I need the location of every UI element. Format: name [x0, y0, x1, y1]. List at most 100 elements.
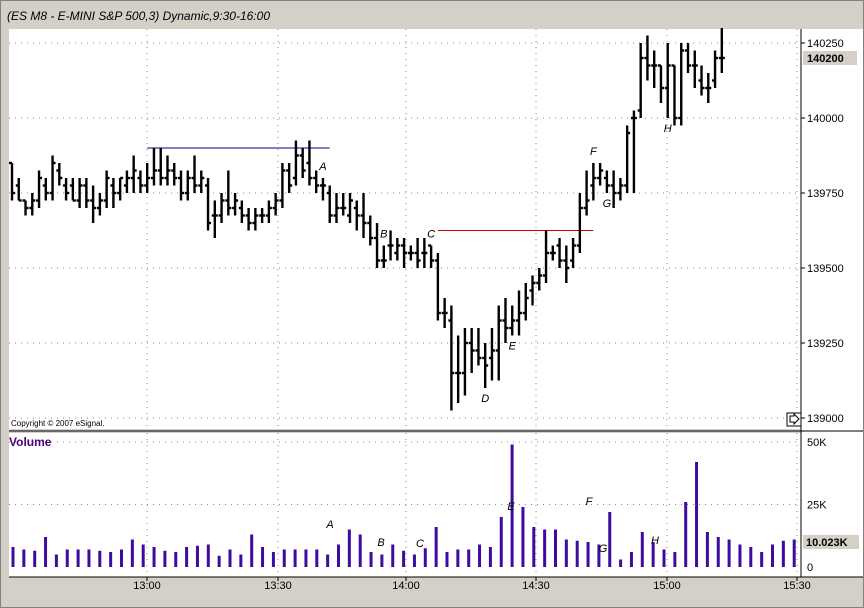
- ohlc-bar: [306, 140, 313, 186]
- point-label-G: G: [603, 198, 612, 210]
- volume-label-F: F: [586, 496, 594, 508]
- price-tick-label: 139250: [807, 338, 844, 350]
- ohlc-bar: [482, 343, 489, 388]
- axis-area: [801, 29, 863, 577]
- point-label-B: B: [380, 229, 387, 241]
- ohlc-bar: [191, 155, 198, 193]
- volume-label-B: B: [377, 537, 384, 549]
- time-tick-label: 13:30: [264, 580, 292, 592]
- ohlc-bar: [387, 230, 394, 261]
- ohlc-bar: [570, 238, 577, 268]
- time-tick-label: 15:00: [653, 580, 681, 592]
- chart-title: (ES M8 - E-MINI S&P 500,3) Dynamic,9:30-…: [7, 9, 270, 23]
- ohlc-bar: [434, 253, 441, 321]
- ohlc-bar: [367, 215, 374, 246]
- ohlc-bar: [15, 178, 22, 202]
- ohlc-bar: [428, 244, 435, 268]
- volume-panel: A B C E F G H: [11, 444, 796, 567]
- price-tick-label: 140000: [807, 113, 844, 125]
- ohlc-bar: [292, 140, 299, 186]
- ohlc-bar: [509, 305, 516, 336]
- ohlc-bar: [56, 163, 63, 186]
- volume-label-C: C: [416, 538, 424, 550]
- ohlc-bar: [137, 170, 144, 193]
- last-volume-box: [803, 534, 859, 549]
- scroll-arrow-icon[interactable]: [786, 412, 802, 427]
- ohlc-bar: [441, 298, 448, 328]
- time-tick-label: 13:00: [133, 580, 161, 592]
- ohlc-bar: [495, 305, 502, 381]
- ohlc-bar: [691, 50, 698, 88]
- volume-tick-label: 25K: [807, 500, 827, 512]
- ohlc-bar: [698, 65, 705, 96]
- ohlc-bar: [313, 170, 320, 193]
- ohlc-bar: [238, 200, 245, 223]
- point-label-A: A: [318, 161, 326, 173]
- ohlc-bar: [516, 290, 522, 336]
- ohlc-bar: [164, 155, 171, 186]
- ohlc-bar: [259, 208, 266, 223]
- ohlc-bar: [178, 170, 184, 201]
- ohlc-bar: [279, 163, 286, 208]
- ohlc-bar: [110, 178, 117, 208]
- last-price-label: 140200: [807, 53, 844, 65]
- ohlc-bar: [299, 148, 306, 178]
- ohlc-bar: [448, 305, 455, 411]
- volume-tick-label: 0: [807, 562, 813, 574]
- ohlc-bar: [76, 178, 83, 208]
- ohlc-bar: [9, 161, 15, 201]
- volume-label-E: E: [507, 501, 515, 513]
- ohlc-bar: [522, 283, 529, 321]
- volume-label: Volume: [9, 435, 52, 449]
- ohlc-bar: [83, 178, 90, 208]
- ohlc-bar: [488, 328, 495, 381]
- last-volume-label: 10.023K: [806, 537, 848, 549]
- ohlc-bar: [630, 110, 637, 193]
- ohlc-bar: [218, 193, 225, 223]
- time-tick-label: 14:00: [392, 580, 420, 592]
- ohlc-bar: [347, 193, 353, 223]
- ohlc-bar: [380, 245, 387, 268]
- ohlc-bar: [685, 43, 691, 73]
- ohlc-bar: [374, 223, 381, 268]
- ohlc-bar: [211, 200, 218, 238]
- price-tick-label: 139000: [807, 413, 844, 425]
- ohlc-bar: [130, 155, 137, 193]
- ohlc-bar: [36, 170, 43, 208]
- ohlc-bar: [117, 176, 124, 201]
- ohlc-bar: [583, 170, 590, 216]
- ohlc-bar: [63, 178, 70, 201]
- ohlc-bar: [252, 208, 259, 231]
- ohlc-bar: [468, 328, 475, 373]
- ohlc-bar: [590, 163, 597, 201]
- ohlc-bar: [664, 43, 671, 118]
- ohlc-bar: [705, 73, 712, 103]
- ohlc-bar: [624, 125, 631, 193]
- ohlc-bar: [475, 328, 482, 366]
- ohlc-bar: [198, 170, 205, 193]
- ohlc-bar: [597, 163, 604, 186]
- ohlc-bar: [184, 170, 191, 201]
- ohlc-bar: [150, 148, 157, 186]
- ohlc-bar: [461, 328, 468, 396]
- ohlc-bar: [205, 178, 212, 231]
- ohlc-bar: [401, 238, 408, 268]
- ohlc-bar: [232, 193, 239, 216]
- ohlc-bar: [414, 238, 421, 268]
- ohlc-bar: [29, 193, 36, 216]
- point-label-C: C: [427, 229, 435, 241]
- ohlc-bar: [353, 200, 360, 231]
- point-label-D: D: [481, 393, 489, 405]
- ohlc-bar: [529, 275, 536, 306]
- last-price-box: [803, 51, 857, 65]
- ohlc-bar: [171, 163, 178, 186]
- grid: [9, 29, 863, 578]
- ohlc-bar: [610, 170, 617, 208]
- ohlc-bar: [617, 178, 624, 201]
- ohlc-bar: [245, 208, 252, 231]
- ohlc-bar: [326, 185, 333, 223]
- ohlc-bar: [49, 155, 56, 201]
- ohlc-bar: [265, 200, 272, 223]
- ohlc-bar: [671, 64, 678, 126]
